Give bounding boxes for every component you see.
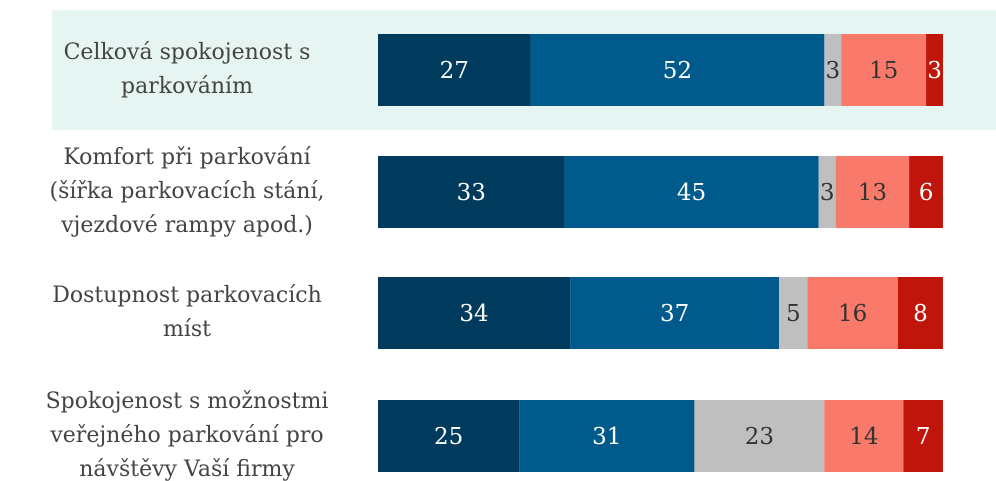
bar-segment: [926, 34, 943, 106]
value-label: 15: [869, 58, 898, 84]
bar-segment: [530, 34, 825, 106]
bar-segment: [897, 277, 943, 349]
value-label: 45: [677, 180, 706, 206]
value-label: 16: [838, 301, 867, 327]
value-label: 13: [858, 180, 887, 206]
category-label: Celková spokojenost s parkováním: [64, 40, 311, 99]
bar-segment: [694, 400, 825, 472]
bar-segment: [841, 34, 927, 106]
value-label: 27: [440, 58, 469, 84]
category-label: Komfort při parkování (šířka parkovacích …: [50, 145, 325, 238]
value-label: 5: [786, 301, 801, 327]
value-label: 7: [916, 424, 931, 450]
bar-segment: [564, 156, 819, 228]
bar-segment: [835, 156, 910, 228]
category-label: Dostupnost parkovacích míst: [52, 283, 322, 342]
bar-segment: [818, 156, 836, 228]
value-label: 31: [592, 424, 621, 450]
value-label: 3: [826, 58, 841, 84]
bar-segment: [903, 400, 943, 472]
bar-segment: [378, 277, 571, 349]
bar-segment: [378, 400, 520, 472]
bar-segment: [807, 277, 898, 349]
bar-segment: [570, 277, 780, 349]
value-label: 3: [820, 180, 835, 206]
value-label: 8: [913, 301, 928, 327]
bar-segment: [519, 400, 695, 472]
bar-segment: [378, 34, 531, 106]
category-label: Spokojenost s možnostmi veřejného parková…: [46, 389, 329, 481]
bar-segment: [378, 156, 565, 228]
value-label: 34: [459, 301, 488, 327]
value-label: 14: [849, 424, 878, 450]
value-label: 23: [745, 424, 774, 450]
value-label: 25: [434, 424, 463, 450]
value-label: 6: [919, 180, 934, 206]
bar-segment: [779, 277, 808, 349]
bar-segment: [824, 400, 904, 472]
value-label: 3: [927, 58, 942, 84]
value-label: 52: [663, 58, 692, 84]
value-label: 33: [457, 180, 486, 206]
value-label: 37: [660, 301, 689, 327]
bar-segment: [909, 156, 943, 228]
bar-segment: [824, 34, 842, 106]
